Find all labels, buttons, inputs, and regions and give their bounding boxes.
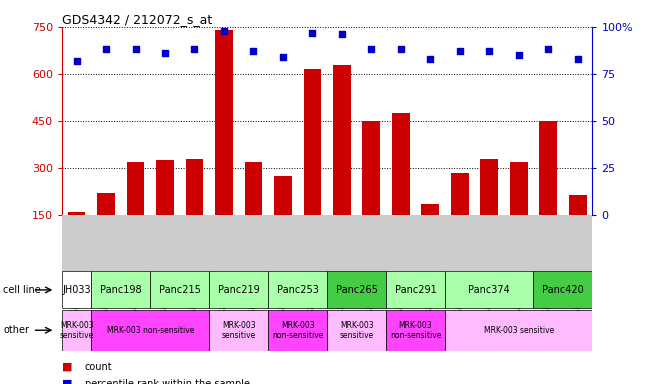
Point — [454, 48, 465, 55]
Text: Panc374: Panc374 — [468, 285, 510, 295]
Point — [484, 48, 495, 55]
Point — [425, 56, 436, 62]
Point — [366, 46, 376, 53]
Bar — [209, 271, 268, 308]
Bar — [127, 162, 145, 262]
Bar — [186, 159, 203, 262]
Point — [159, 50, 170, 56]
Bar — [209, 310, 268, 351]
Text: MRK-003
sensitive: MRK-003 sensitive — [59, 321, 94, 340]
Text: JH033: JH033 — [62, 285, 91, 295]
Text: MRK-003
sensitive: MRK-003 sensitive — [221, 321, 256, 340]
Text: Panc215: Panc215 — [159, 285, 201, 295]
Bar — [386, 310, 445, 351]
Point — [72, 58, 82, 64]
Text: Panc420: Panc420 — [542, 285, 584, 295]
Bar — [392, 113, 409, 262]
Bar — [451, 173, 469, 262]
Text: MRK-003
non-sensitive: MRK-003 non-sensitive — [390, 321, 441, 340]
Point — [101, 46, 111, 53]
Point — [219, 28, 229, 34]
Bar — [268, 271, 327, 308]
Text: Panc291: Panc291 — [395, 285, 436, 295]
Text: Panc265: Panc265 — [336, 285, 378, 295]
Text: ■: ■ — [62, 379, 72, 384]
Text: ■: ■ — [62, 362, 72, 372]
Text: GDS4342 / 212072_s_at: GDS4342 / 212072_s_at — [62, 13, 212, 26]
Text: MRK-003
sensitive: MRK-003 sensitive — [339, 321, 374, 340]
Bar — [533, 271, 592, 308]
Bar — [91, 310, 209, 351]
Bar — [268, 310, 327, 351]
Bar — [386, 271, 445, 308]
Text: other: other — [3, 325, 29, 335]
Text: percentile rank within the sample: percentile rank within the sample — [85, 379, 249, 384]
Point — [130, 46, 141, 53]
Bar — [274, 176, 292, 262]
Bar — [327, 310, 386, 351]
Bar — [445, 310, 592, 351]
Bar — [569, 195, 587, 262]
Point — [248, 48, 258, 55]
Bar — [62, 271, 91, 308]
Bar — [150, 271, 209, 308]
Point — [514, 52, 524, 58]
Bar — [303, 69, 321, 262]
Bar — [62, 310, 91, 351]
Text: Panc219: Panc219 — [218, 285, 260, 295]
Bar — [68, 212, 85, 262]
Point — [396, 46, 406, 53]
Bar — [97, 193, 115, 262]
Text: count: count — [85, 362, 112, 372]
Text: cell line: cell line — [3, 285, 41, 295]
Bar — [333, 65, 351, 262]
Point — [543, 46, 553, 53]
Point — [572, 56, 583, 62]
Point — [189, 46, 200, 53]
Bar — [91, 271, 150, 308]
Bar — [421, 204, 439, 262]
Bar — [539, 121, 557, 262]
Text: MRK-003
non-sensitive: MRK-003 non-sensitive — [272, 321, 324, 340]
Text: MRK-003 non-sensitive: MRK-003 non-sensitive — [107, 326, 194, 335]
Bar — [480, 159, 498, 262]
Bar — [156, 160, 174, 262]
Bar — [445, 271, 533, 308]
Text: MRK-003 sensitive: MRK-003 sensitive — [484, 326, 554, 335]
Bar — [215, 30, 233, 262]
Bar — [510, 162, 527, 262]
Point — [278, 54, 288, 60]
Bar — [327, 271, 386, 308]
Bar — [363, 121, 380, 262]
Bar — [245, 162, 262, 262]
Point — [337, 31, 347, 38]
Text: Panc198: Panc198 — [100, 285, 142, 295]
Text: Panc253: Panc253 — [277, 285, 318, 295]
Point — [307, 30, 318, 36]
